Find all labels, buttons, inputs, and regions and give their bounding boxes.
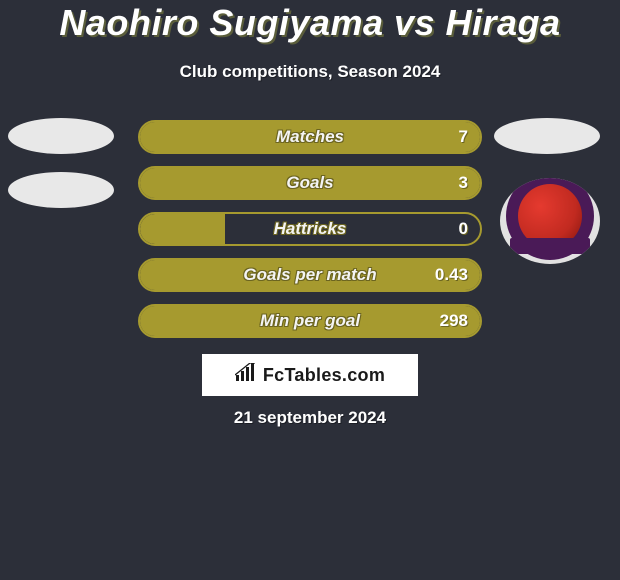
left-player-badges bbox=[8, 118, 114, 226]
bar-chart-icon bbox=[235, 363, 257, 388]
brand-badge: FcTables.com bbox=[202, 354, 418, 396]
bar-fill-left bbox=[140, 214, 225, 244]
page-subtitle: Club competitions, Season 2024 bbox=[0, 62, 620, 82]
left-badge-placeholder bbox=[8, 118, 114, 154]
stat-bar-row: Goals3 bbox=[138, 166, 482, 200]
stat-bars: Matches7 Goals3 Hattricks0 Goals per match0… bbox=[138, 120, 482, 350]
date-caption: 21 september 2024 bbox=[0, 408, 620, 428]
bar-fill bbox=[140, 306, 480, 336]
right-player-badges bbox=[494, 118, 600, 154]
club-logo-ribbon bbox=[510, 238, 590, 254]
club-logo-kyoto-sanga bbox=[500, 178, 600, 264]
page-title: Naohiro Sugiyama vs Hiraga bbox=[0, 2, 620, 44]
left-badge-placeholder bbox=[8, 172, 114, 208]
bar-fill bbox=[140, 122, 480, 152]
bar-fill bbox=[140, 260, 480, 290]
brand-text: FcTables.com bbox=[263, 365, 385, 386]
stat-bar-row: Goals per match0.43 bbox=[138, 258, 482, 292]
comparison-infographic: Naohiro Sugiyama vs Hiraga Club competit… bbox=[0, 0, 620, 580]
stat-bar-row: Matches7 bbox=[138, 120, 482, 154]
stat-bar-row: Hattricks0 bbox=[138, 212, 482, 246]
bar-fill bbox=[140, 168, 480, 198]
right-badge-placeholder bbox=[494, 118, 600, 154]
stat-bar-row: Min per goal298 bbox=[138, 304, 482, 338]
bar-value-right: 0 bbox=[459, 214, 468, 244]
